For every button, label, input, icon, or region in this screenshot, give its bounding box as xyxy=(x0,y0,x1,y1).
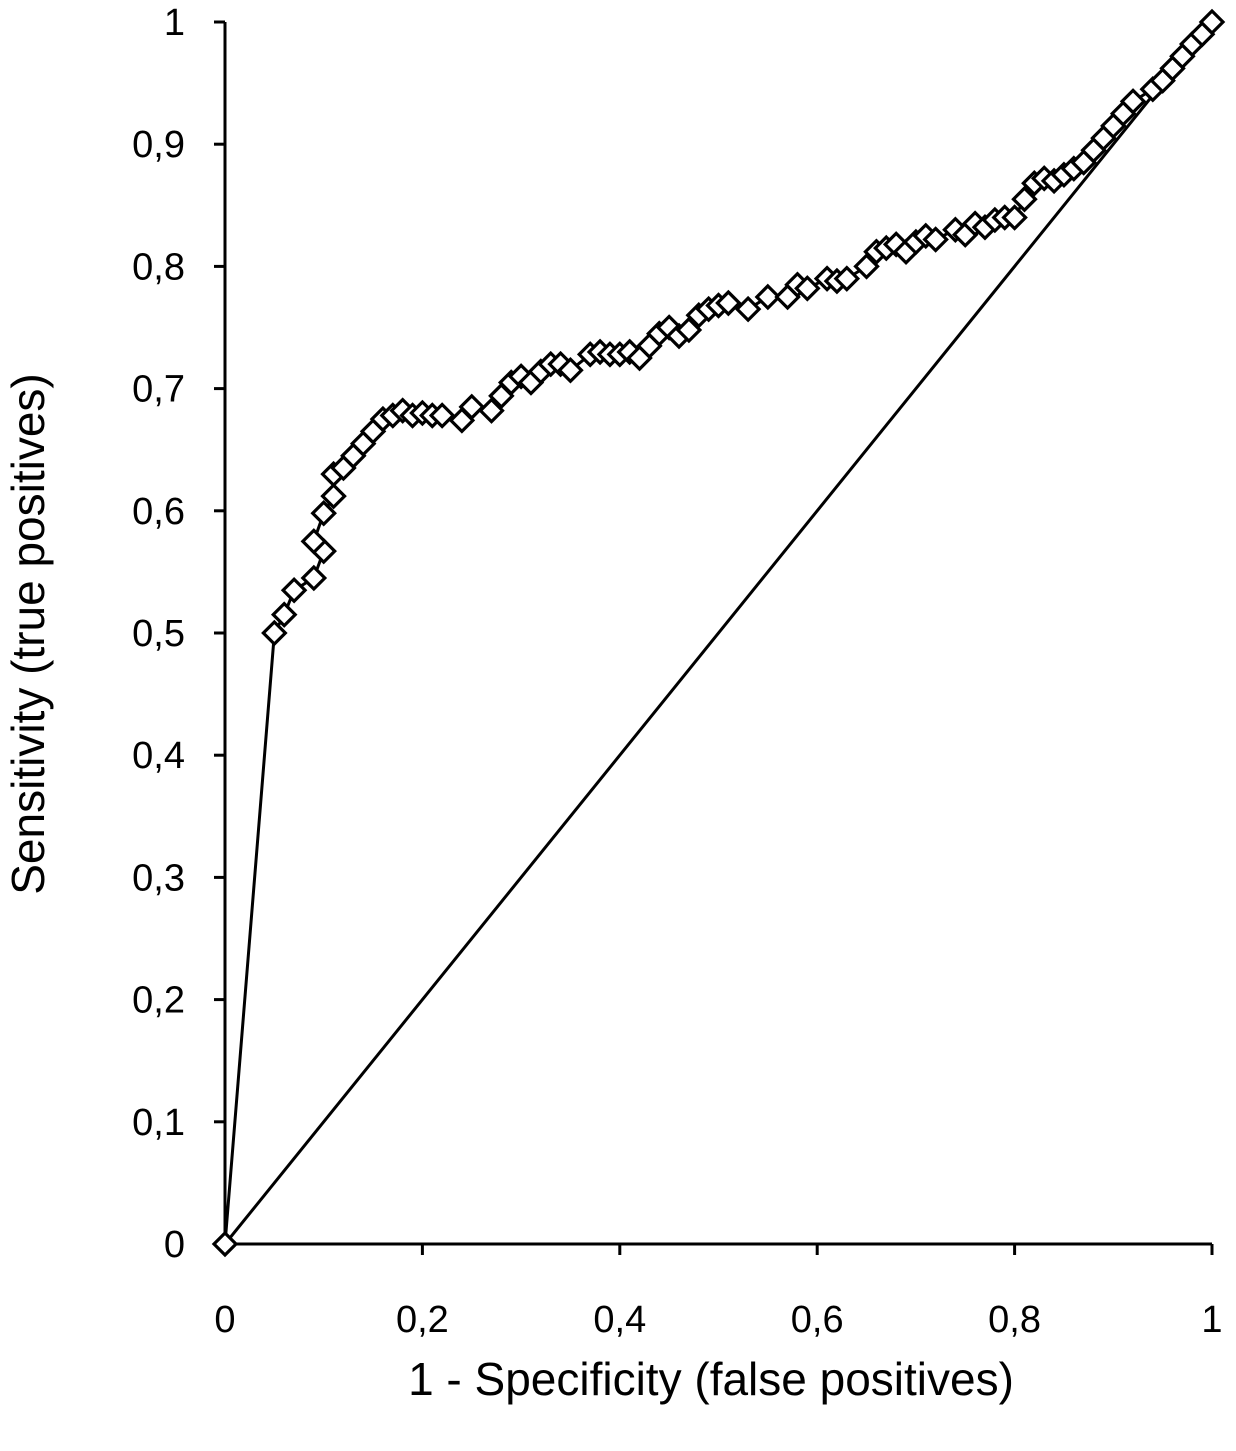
roc-point-marker xyxy=(320,482,347,510)
roc-point-marker xyxy=(734,295,762,323)
x-tick-label: 1 xyxy=(1201,1299,1222,1341)
roc-point-marker xyxy=(1198,8,1226,36)
roc-point-marker xyxy=(754,283,782,311)
roc-point-marker xyxy=(853,253,880,280)
x-tick-label: 0,2 xyxy=(396,1299,449,1341)
y-tick-label: 0,1 xyxy=(132,1102,185,1144)
roc-point-marker xyxy=(270,601,298,628)
roc-point-marker xyxy=(458,393,486,421)
x-tick-label: 0,4 xyxy=(593,1299,646,1341)
y-tick-label: 0,3 xyxy=(132,857,185,899)
roc-point-marker xyxy=(833,265,861,292)
x-tick-label: 0 xyxy=(214,1299,235,1341)
roc-point-marker xyxy=(310,499,337,527)
marker-layer xyxy=(211,8,1226,1258)
y-tick-label: 0,2 xyxy=(132,980,185,1022)
y-tick-label: 0,4 xyxy=(132,735,185,777)
roc-point-marker xyxy=(478,397,505,424)
y-tick-label: 0,5 xyxy=(132,613,185,655)
y-axis-title: Sensitivity (true positives) xyxy=(2,373,54,895)
reference-line-layer xyxy=(223,21,1214,1245)
x-axis-title: 1 - Specificity (false positives) xyxy=(408,1353,1014,1405)
reference-diagonal-line xyxy=(223,21,1214,1245)
y-tick-label: 0,6 xyxy=(132,491,185,533)
roc-point-marker xyxy=(1001,204,1028,231)
x-tick-label: 0,8 xyxy=(988,1299,1041,1341)
roc-point-marker xyxy=(715,289,742,317)
y-tick-label: 0,9 xyxy=(132,124,185,166)
y-tick-label: 0,7 xyxy=(132,369,185,411)
roc-point-marker xyxy=(211,1230,239,1258)
axes: 0 0,1 0,2 0,3 0,4 0,5 0,6 0,7 0,8 0,9 1 0 0,2 0,4 0,6 0… xyxy=(132,2,1222,1341)
x-tick-label: 0,6 xyxy=(791,1299,844,1341)
y-tick-label: 0,8 xyxy=(132,246,185,288)
roc-point-marker xyxy=(300,564,328,592)
roc-point-marker xyxy=(280,576,308,604)
roc-point-marker xyxy=(557,357,584,384)
roc-point-marker xyxy=(922,226,949,253)
y-tick-label: 1 xyxy=(164,2,185,44)
roc-point-marker xyxy=(675,316,703,344)
roc-point-marker xyxy=(1119,88,1147,115)
roc-point-marker xyxy=(794,275,821,302)
roc-point-marker xyxy=(300,528,328,555)
y-tick-label: 0 xyxy=(164,1224,185,1266)
roc-point-marker xyxy=(428,402,456,429)
roc-point-marker xyxy=(1011,185,1038,213)
roc-point-marker xyxy=(261,619,288,647)
